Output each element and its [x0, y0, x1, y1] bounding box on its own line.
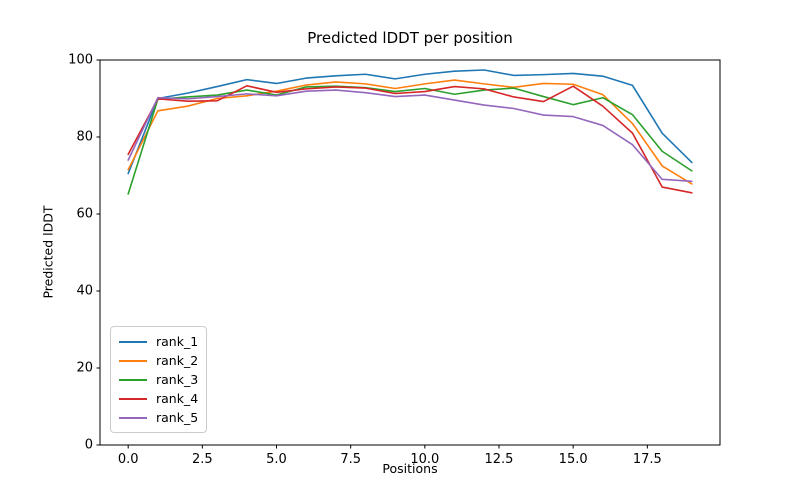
legend-label: rank_2 — [156, 352, 199, 368]
y-tick-label: 40 — [76, 283, 93, 299]
x-tick-label: 15.0 — [558, 452, 588, 467]
x-axis-label: Positions — [382, 461, 438, 476]
axes-frame — [99, 59, 721, 446]
line-rank_1 — [127, 69, 693, 175]
chart-title: Predicted lDDT per position — [307, 29, 513, 47]
y-tick-label: 20 — [76, 360, 93, 376]
legend-label: rank_1 — [156, 333, 199, 349]
line-rank_4 — [127, 85, 693, 194]
legend-line-sample — [119, 340, 147, 343]
line-rank_3 — [127, 85, 693, 195]
legend: rank_1 rank_2 rank_3 rank_4 rank_5 — [110, 326, 207, 433]
legend-entry-rank_3: rank_3 — [119, 371, 199, 387]
y-tick-label: 80 — [76, 129, 93, 145]
y-tick-label: 0 — [84, 437, 93, 453]
legend-line-sample — [119, 397, 147, 400]
y-tick-label: 60 — [76, 206, 93, 222]
legend-line-sample — [119, 416, 147, 419]
x-tick-label: 0.0 — [117, 452, 139, 467]
legend-line-sample — [119, 378, 147, 381]
legend-label: rank_4 — [156, 390, 199, 406]
y-tick-label: 100 — [68, 52, 93, 68]
legend-entry-rank_2: rank_2 — [119, 352, 199, 368]
legend-label: rank_5 — [156, 409, 199, 425]
x-tick-label: 2.5 — [192, 452, 213, 467]
legend-line-sample — [119, 359, 147, 362]
x-tick-label: 17.5 — [632, 452, 662, 467]
legend-entry-rank_1: rank_1 — [119, 333, 199, 349]
x-tick-label: 7.5 — [340, 452, 361, 467]
legend-label: rank_3 — [156, 371, 199, 387]
x-tick-label: 10.0 — [410, 452, 440, 467]
line-rank_5 — [127, 89, 693, 183]
x-tick-label: 5.0 — [266, 452, 287, 467]
legend-entry-rank_4: rank_4 — [119, 390, 199, 406]
x-tick-label: 12.5 — [484, 452, 514, 467]
legend-entry-rank_5: rank_5 — [119, 409, 199, 425]
